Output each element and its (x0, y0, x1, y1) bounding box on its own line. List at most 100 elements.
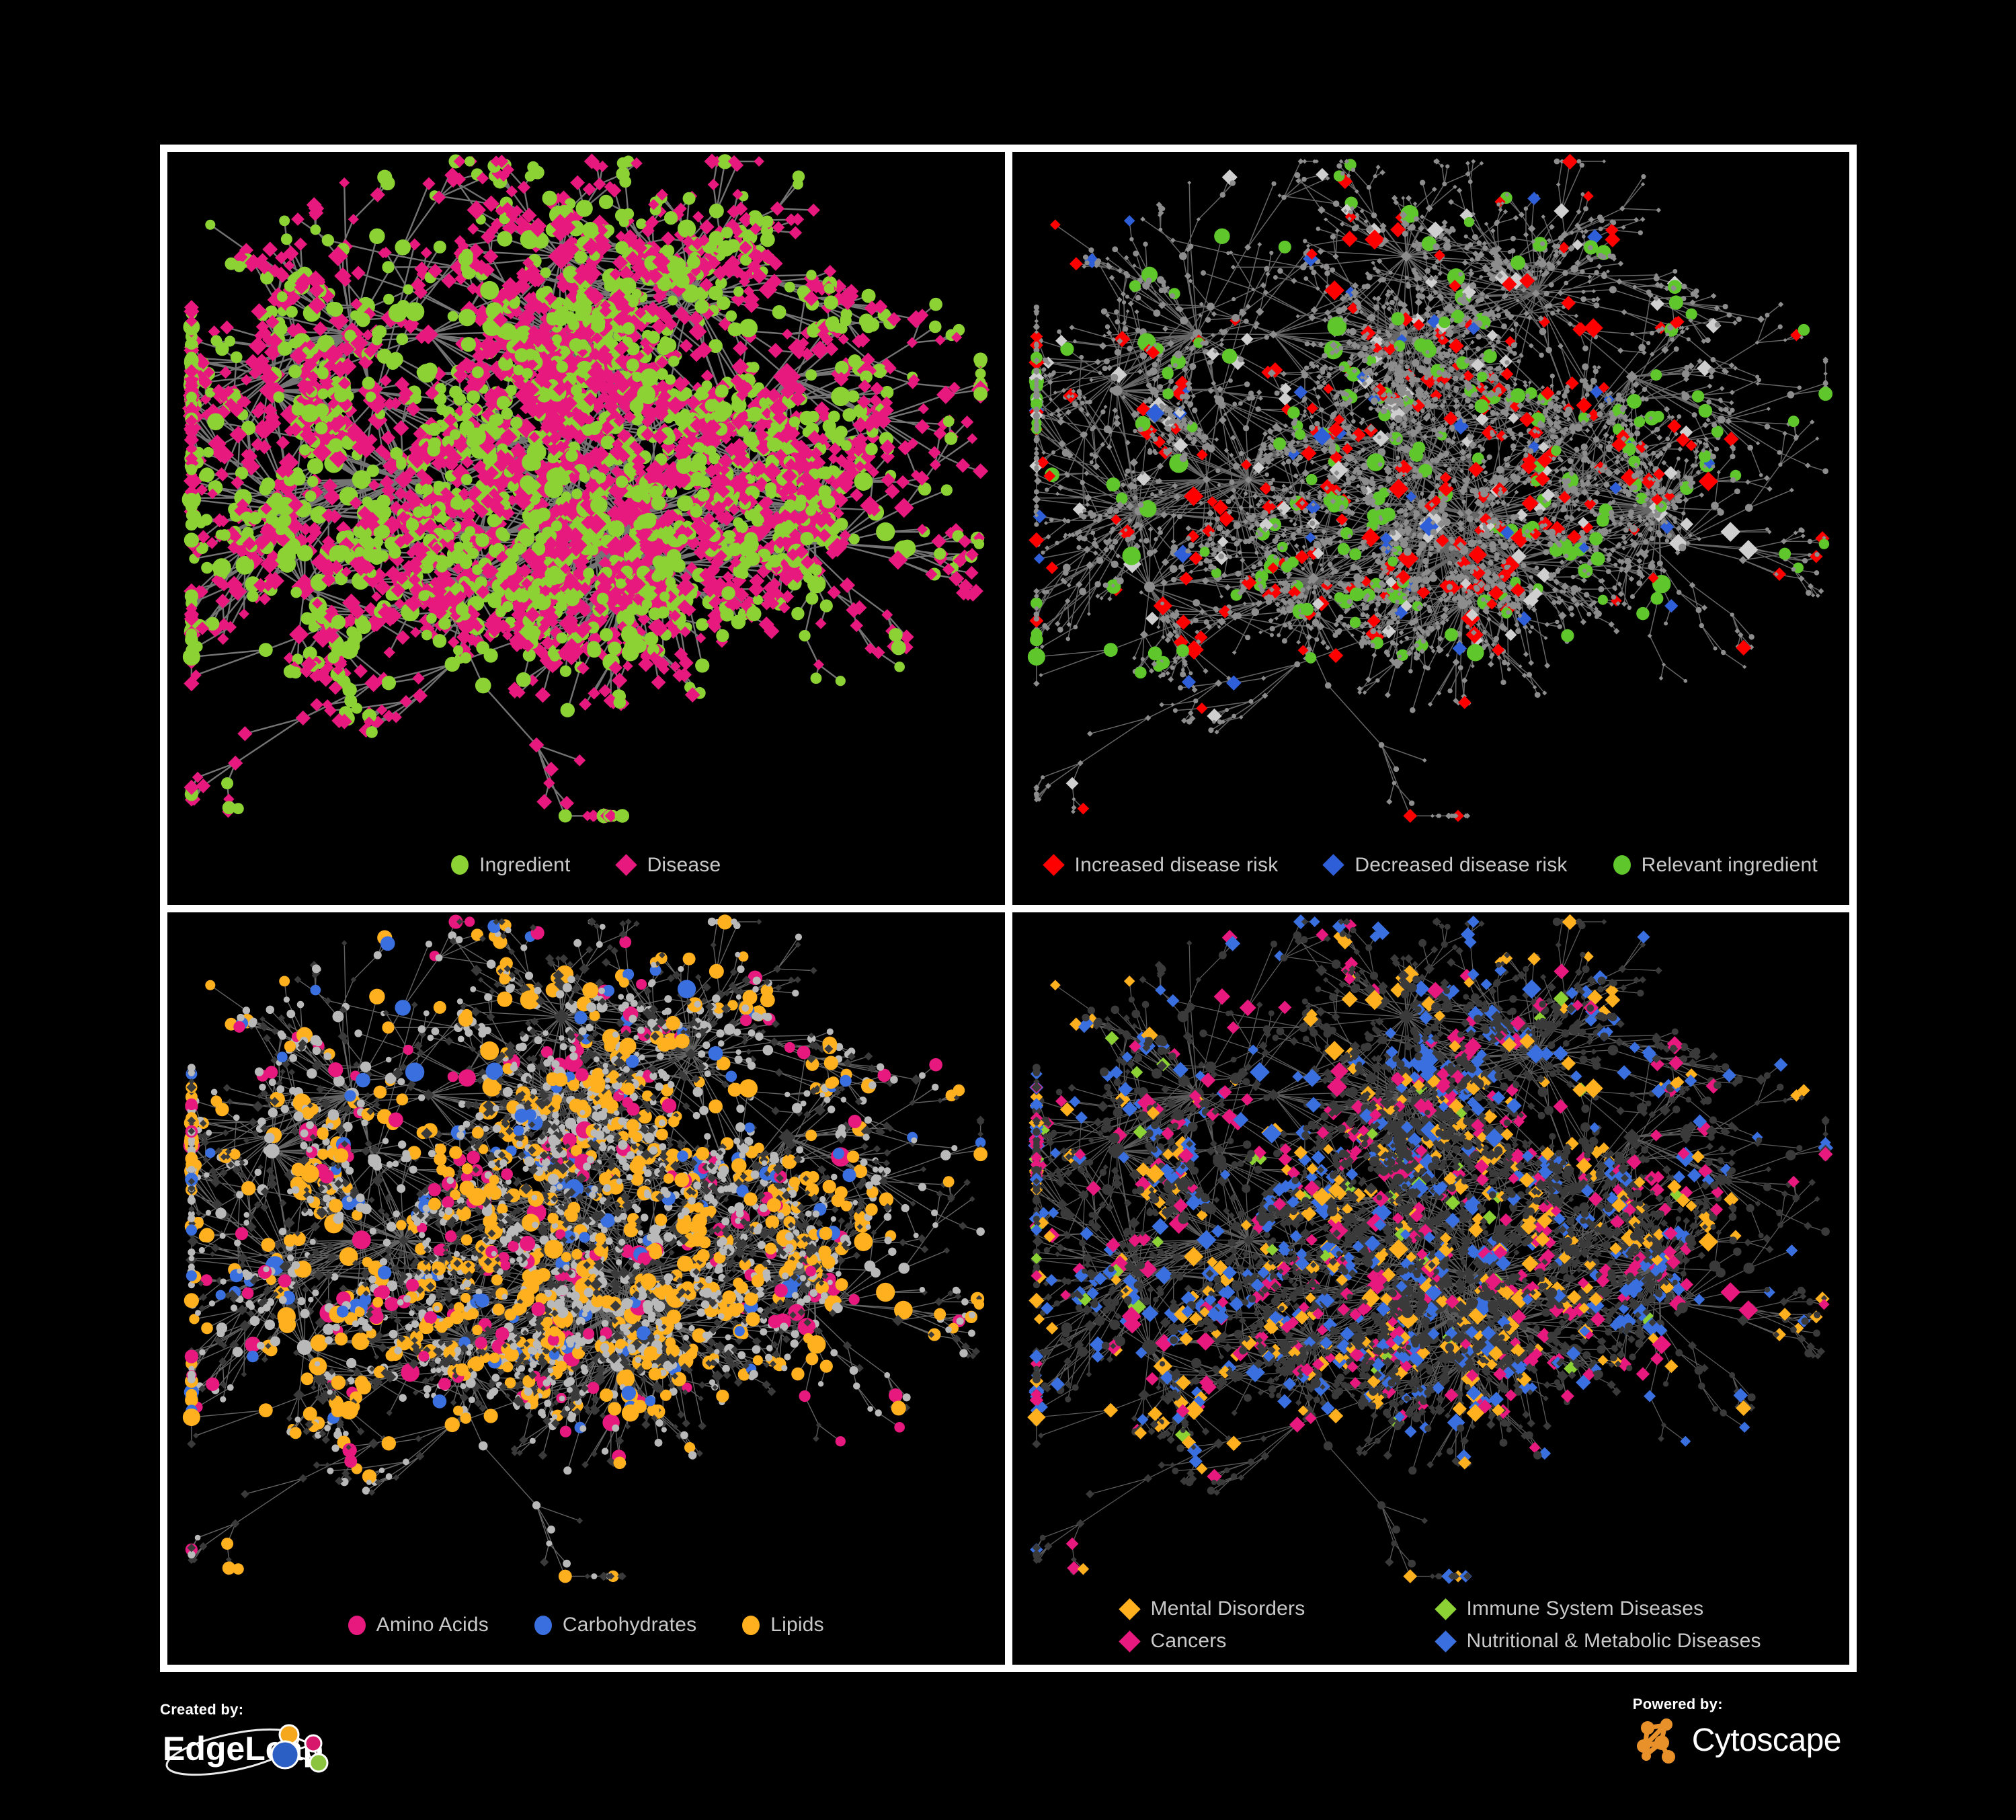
network-node-diamond[interactable] (1518, 211, 1525, 218)
network-node-diamond[interactable] (697, 536, 713, 552)
network-node-circle[interactable] (695, 658, 710, 673)
network-node-diamond[interactable] (1551, 243, 1558, 250)
network-node-diamond[interactable] (539, 584, 552, 597)
network-node-diamond[interactable] (733, 202, 748, 216)
network-node-diamond[interactable] (263, 403, 278, 418)
network-node-diamond[interactable] (266, 571, 284, 590)
network-node-circle[interactable] (277, 341, 292, 356)
network-node-diamond[interactable] (721, 434, 732, 444)
network-node-circle[interactable] (524, 348, 536, 360)
network-node-diamond[interactable] (1044, 625, 1050, 631)
network-node-diamond[interactable] (405, 594, 422, 612)
network-node-diamond[interactable] (1041, 450, 1046, 455)
network-node-circle[interactable] (616, 167, 630, 181)
network-node-diamond[interactable] (556, 279, 571, 294)
network-node-circle[interactable] (1570, 264, 1578, 273)
network-node-diamond[interactable] (410, 627, 421, 638)
network-node-diamond[interactable] (307, 370, 319, 383)
network-node-circle[interactable] (544, 479, 563, 499)
network-node-diamond[interactable] (289, 347, 308, 365)
network-node-diamond[interactable] (379, 475, 395, 489)
network-node-diamond[interactable] (1650, 296, 1664, 311)
network-node-circle[interactable] (1078, 588, 1086, 596)
network-node-diamond[interactable] (1471, 309, 1479, 317)
network-node-diamond[interactable] (1721, 367, 1728, 374)
network-node-diamond[interactable] (443, 413, 457, 427)
network-node-diamond[interactable] (403, 466, 417, 479)
network-node-circle[interactable] (739, 253, 752, 266)
network-node-circle[interactable] (450, 496, 465, 510)
network-node-diamond[interactable] (486, 225, 499, 237)
network-node-circle[interactable] (1623, 557, 1631, 565)
network-node-circle[interactable] (475, 677, 491, 694)
network-node-circle[interactable] (1463, 216, 1474, 227)
network-node-circle[interactable] (260, 271, 274, 285)
network-node-diamond[interactable] (241, 457, 253, 468)
network-node-diamond[interactable] (655, 402, 670, 416)
network-node-circle[interactable] (388, 303, 407, 323)
network-node-diamond[interactable] (1543, 270, 1549, 276)
network-node-circle[interactable] (613, 696, 627, 709)
network-node-diamond[interactable] (831, 278, 847, 294)
network-node-diamond[interactable] (472, 376, 487, 390)
network-node-diamond[interactable] (422, 518, 438, 534)
network-node-circle[interactable] (362, 709, 377, 723)
network-node-diamond[interactable] (809, 446, 823, 461)
network-node-diamond[interactable] (240, 374, 253, 386)
network-node-diamond[interactable] (353, 335, 368, 351)
network-node-diamond[interactable] (588, 686, 600, 700)
network-node-diamond[interactable] (695, 342, 713, 359)
network-node-diamond[interactable] (391, 582, 405, 598)
network-node-circle[interactable] (527, 584, 540, 598)
network-node-circle[interactable] (629, 399, 644, 413)
network-node-diamond[interactable] (604, 181, 616, 193)
network-node-circle[interactable] (1411, 242, 1417, 249)
network-node-diamond[interactable] (217, 405, 230, 418)
network-node-circle[interactable] (1678, 543, 1686, 551)
network-node-circle[interactable] (390, 447, 403, 460)
network-node-diamond[interactable] (1579, 229, 1584, 234)
network-node-diamond[interactable] (549, 584, 561, 596)
network-node-circle[interactable] (405, 518, 419, 532)
network-node-diamond[interactable] (409, 582, 425, 598)
network-node-circle[interactable] (1482, 478, 1488, 483)
network-node-circle[interactable] (690, 505, 703, 518)
network-node-diamond[interactable] (1033, 477, 1042, 485)
network-node-diamond[interactable] (311, 553, 330, 572)
network-node-circle[interactable] (559, 665, 572, 677)
network-node-circle[interactable] (542, 190, 557, 206)
legend-item[interactable]: Ingredient (451, 854, 570, 877)
network-node-diamond[interactable] (1086, 612, 1091, 617)
network-node-circle[interactable] (296, 545, 313, 561)
network-node-diamond[interactable] (321, 508, 336, 523)
network-node-diamond[interactable] (575, 559, 588, 573)
network-node-diamond[interactable] (220, 320, 234, 335)
network-node-diamond[interactable] (1552, 252, 1559, 258)
network-node-circle[interactable] (433, 240, 446, 253)
network-node-diamond[interactable] (660, 438, 676, 454)
network-node-circle[interactable] (596, 592, 609, 605)
network-node-diamond[interactable] (409, 494, 423, 508)
network-node-circle[interactable] (749, 212, 764, 228)
network-node-circle[interactable] (344, 682, 354, 693)
network-node-circle[interactable] (696, 488, 710, 502)
network-node-diamond[interactable] (433, 604, 444, 615)
network-node-diamond[interactable] (363, 344, 377, 358)
network-node-circle[interactable] (805, 505, 817, 516)
network-node-circle[interactable] (549, 651, 560, 662)
network-node-diamond[interactable] (559, 219, 576, 236)
network-node-circle[interactable] (1405, 283, 1411, 289)
network-node-circle[interactable] (373, 526, 385, 538)
network-node-diamond[interactable] (227, 541, 241, 555)
network-node-diamond[interactable] (598, 556, 612, 570)
network-node-diamond[interactable] (268, 264, 282, 278)
network-node-diamond[interactable] (346, 427, 362, 442)
network-node-diamond[interactable] (735, 379, 753, 397)
network-node-diamond[interactable] (864, 301, 880, 316)
network-node-diamond[interactable] (584, 477, 600, 494)
network-node-diamond[interactable] (692, 210, 704, 223)
network-node-diamond[interactable] (884, 362, 897, 374)
network-node-diamond[interactable] (1066, 582, 1072, 588)
network-node-diamond[interactable] (1572, 239, 1583, 251)
network-node-diamond[interactable] (733, 531, 747, 545)
